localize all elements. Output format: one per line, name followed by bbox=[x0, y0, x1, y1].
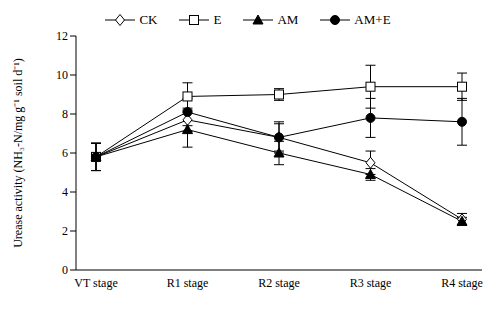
svg-text:R2 stage: R2 stage bbox=[258, 276, 300, 290]
svg-text:0: 0 bbox=[62, 263, 68, 277]
html-text:AM: AM bbox=[277, 12, 299, 27]
svg-text:R1 stage: R1 stage bbox=[167, 276, 209, 290]
svg-text:R4 stage: R4 stage bbox=[441, 276, 483, 290]
svg-text:Urease activity (NH₃-N/mg g⁻¹: Urease activity (NH₃-N/mg g⁻¹ soil d⁻¹) bbox=[11, 58, 25, 248]
svg-text:2: 2 bbox=[62, 224, 68, 238]
svg-text:R3 stage: R3 stage bbox=[350, 276, 392, 290]
html-text:AM+E: AM+E bbox=[354, 12, 391, 27]
html-text:CK: CK bbox=[139, 12, 158, 27]
svg-text:4: 4 bbox=[62, 185, 68, 199]
svg-text:8: 8 bbox=[62, 107, 68, 121]
svg-text:12: 12 bbox=[56, 29, 68, 43]
svg-text:VT stage: VT stage bbox=[74, 276, 117, 290]
svg-text:6: 6 bbox=[62, 146, 68, 160]
svg-text:10: 10 bbox=[56, 68, 68, 82]
html-text:E: E bbox=[213, 12, 222, 27]
